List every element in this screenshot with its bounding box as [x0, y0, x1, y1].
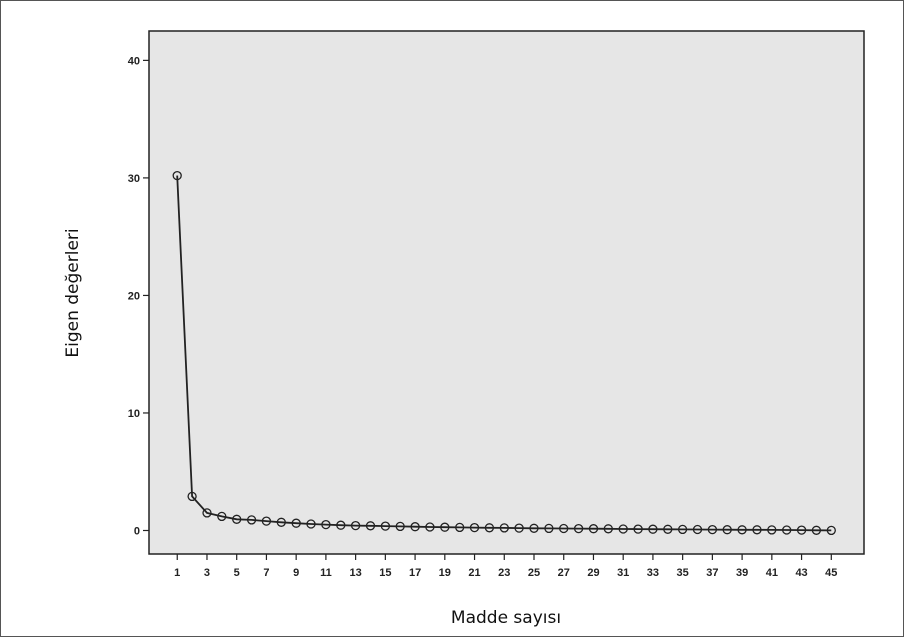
- data-point: [336, 520, 346, 530]
- data-point: [826, 525, 836, 536]
- data-point: [246, 515, 257, 525]
- x-tick-label: 29: [587, 567, 599, 579]
- x-tick-label: 35: [677, 567, 689, 579]
- data-point: [529, 523, 539, 533]
- data-point: [499, 523, 509, 533]
- x-tick-label: 9: [293, 567, 299, 579]
- x-tick-label: 25: [528, 567, 540, 579]
- x-tick-label: 33: [647, 567, 659, 579]
- data-point: [455, 522, 465, 533]
- x-tick-label: 13: [349, 567, 361, 579]
- data-point: [573, 523, 584, 534]
- data-point: [544, 523, 554, 534]
- x-tick-label: 15: [379, 567, 391, 579]
- data-point: [559, 523, 569, 534]
- data-point: [469, 522, 480, 533]
- data-point: [603, 524, 613, 534]
- data-point: [261, 516, 272, 526]
- data-point: [217, 511, 227, 522]
- data-point: [767, 525, 777, 535]
- y-tick-label: 40: [128, 55, 140, 67]
- y-tick-label: 30: [128, 173, 140, 185]
- x-tick-label: 23: [498, 567, 510, 579]
- y-tick-label: 20: [128, 290, 140, 302]
- data-point: [484, 523, 495, 533]
- y-axis-ticks: 0 10 20 30 40: [128, 55, 149, 537]
- x-tick-label: 19: [439, 567, 451, 579]
- data-point: [395, 521, 405, 532]
- data-point: [692, 524, 703, 535]
- data-point: [380, 521, 391, 531]
- data-point: [187, 491, 197, 502]
- data-point: [677, 524, 688, 535]
- x-tick-label: 27: [558, 567, 570, 579]
- x-axis-title: Madde sayısı: [451, 608, 561, 628]
- data-point: [782, 525, 792, 535]
- data-point: [440, 522, 450, 532]
- series-line: [176, 175, 832, 532]
- x-tick-label: 41: [766, 567, 778, 579]
- data-point: [350, 520, 361, 531]
- x-tick-label: 45: [825, 567, 837, 579]
- plot-area: [148, 30, 865, 555]
- data-point: [514, 523, 524, 533]
- data-point: [202, 508, 212, 518]
- data-point: [737, 525, 747, 535]
- data-point: [796, 525, 807, 535]
- y-tick-label: 10: [128, 408, 140, 420]
- data-point: [707, 524, 718, 535]
- data-point: [618, 524, 628, 534]
- x-tick-label: 5: [234, 567, 240, 579]
- x-tick-label: 17: [409, 567, 421, 579]
- x-tick-label: 21: [468, 567, 480, 579]
- data-point: [663, 524, 673, 534]
- data-point: [588, 524, 599, 534]
- x-tick-label: 7: [263, 567, 269, 579]
- x-tick-label: 11: [320, 567, 332, 579]
- x-tick-label: 37: [706, 567, 718, 579]
- data-point: [365, 521, 376, 531]
- data-point: [425, 522, 435, 532]
- data-point: [722, 525, 732, 535]
- data-point: [410, 522, 420, 532]
- data-point: [321, 519, 331, 530]
- x-tick-label: 43: [795, 567, 807, 579]
- data-point: [276, 517, 286, 527]
- data-point: [633, 524, 643, 534]
- data-point: [648, 524, 658, 534]
- x-tick-label: 31: [617, 567, 629, 579]
- data-point: [291, 518, 301, 528]
- data-point: [811, 525, 822, 535]
- y-tick-label: 0: [134, 525, 140, 537]
- data-points: [172, 170, 836, 536]
- data-point: [172, 170, 182, 181]
- data-point: [232, 514, 242, 524]
- x-axis-ticks: 1 3 5 7 9 11 13 15 17 19 21 23 25 27 29 31 33 35 37 39 41 43 4…: [174, 554, 837, 579]
- y-axis-title: Eigen değerleri: [63, 228, 83, 357]
- x-tick-label: 1: [174, 567, 180, 579]
- x-tick-label: 39: [736, 567, 748, 579]
- data-point: [306, 519, 316, 529]
- x-tick-label: 3: [204, 567, 210, 579]
- data-point: [752, 525, 762, 535]
